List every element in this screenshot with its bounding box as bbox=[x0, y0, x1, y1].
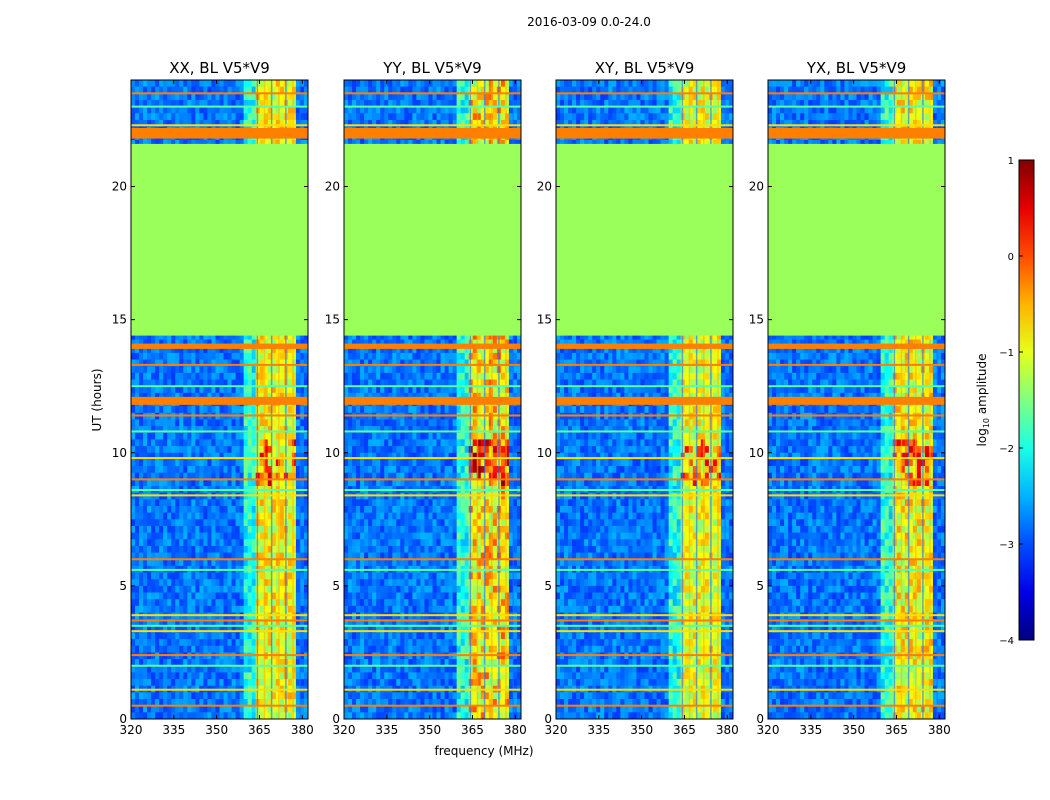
x-tick-label: 365 bbox=[885, 723, 908, 737]
panel-3: XY, BL V5*V9 320 335 350 365 380 0 5 10 15 20 bbox=[537, 59, 739, 737]
colorbar-tick-label: −2 bbox=[999, 444, 1014, 455]
x-tick-label: 350 bbox=[630, 723, 653, 737]
y-tick-label: 15 bbox=[749, 313, 764, 327]
y-tick-label: 0 bbox=[756, 712, 764, 726]
colorbar-gradient bbox=[1018, 159, 1035, 641]
y-tick-label: 20 bbox=[537, 180, 552, 194]
panel-title: YX, BL V5*V9 bbox=[806, 59, 907, 77]
x-tick-label: 335 bbox=[799, 723, 822, 737]
x-tick-label: 380 bbox=[928, 723, 951, 737]
colorbar-tick-label: −1 bbox=[999, 348, 1014, 359]
spectrogram bbox=[768, 80, 945, 719]
y-axis-label: UT (hours) bbox=[90, 368, 104, 431]
y-tick-label: 5 bbox=[544, 579, 552, 593]
x-tick-label: 320 bbox=[333, 723, 356, 737]
y-tick-label: 10 bbox=[537, 446, 552, 460]
y-tick-label: 15 bbox=[537, 313, 552, 327]
panel-4: YX, BL V5*V9 320 335 350 365 380 0 5 10 15 20 bbox=[749, 59, 951, 737]
x-tick-label: 350 bbox=[418, 723, 441, 737]
x-tick-label: 365 bbox=[673, 723, 696, 737]
y-tick-label: 0 bbox=[332, 712, 340, 726]
x-tick-label: 320 bbox=[545, 723, 568, 737]
y-tick-label: 20 bbox=[325, 180, 340, 194]
y-tick-label: 20 bbox=[749, 180, 764, 194]
x-tick-label: 335 bbox=[162, 723, 185, 737]
colorbar-tick-label: −3 bbox=[999, 540, 1014, 551]
x-tick-label: 335 bbox=[375, 723, 398, 737]
y-tick-label: 5 bbox=[756, 579, 764, 593]
panel-frame bbox=[767, 79, 946, 720]
x-tick-label: 380 bbox=[716, 723, 739, 737]
panel-1: XX, BL V5*V9 320 335 350 365 380 0 5 10 15 20 bbox=[112, 59, 314, 737]
y-tick-label: 0 bbox=[119, 712, 127, 726]
colorbar-tick-label: −4 bbox=[999, 636, 1014, 647]
y-tick-label: 10 bbox=[325, 446, 340, 460]
panel-frame bbox=[130, 79, 309, 720]
colorbar-label: log10 amplitude bbox=[975, 354, 991, 447]
x-tick-label: 335 bbox=[587, 723, 610, 737]
x-tick-label: 350 bbox=[205, 723, 228, 737]
x-tick-label: 320 bbox=[757, 723, 780, 737]
no-data-region bbox=[556, 143, 733, 336]
y-tick-label: 15 bbox=[112, 313, 127, 327]
y-tick-label: 15 bbox=[325, 313, 340, 327]
x-tick-label: 320 bbox=[120, 723, 143, 737]
x-tick-label: 365 bbox=[461, 723, 484, 737]
y-tick-label: 20 bbox=[112, 180, 127, 194]
panel-2: YY, BL V5*V9 320 335 350 365 380 0 5 10 15 20 bbox=[325, 59, 527, 737]
panel-title: YY, BL V5*V9 bbox=[382, 59, 481, 77]
no-data-region bbox=[344, 143, 521, 336]
figure-title: 2016-03-09 0.0-24.0 bbox=[527, 15, 651, 29]
spectrogram bbox=[556, 80, 733, 719]
y-tick-label: 10 bbox=[749, 446, 764, 460]
x-tick-label: 380 bbox=[291, 723, 314, 737]
y-tick-label: 5 bbox=[332, 579, 340, 593]
x-tick-label: 350 bbox=[842, 723, 865, 737]
panel-frame bbox=[343, 79, 522, 720]
y-tick-label: 5 bbox=[119, 579, 127, 593]
panel-frame bbox=[555, 79, 734, 720]
y-tick-label: 10 bbox=[112, 446, 127, 460]
spectrogram bbox=[131, 80, 308, 719]
x-axis-label: frequency (MHz) bbox=[434, 744, 533, 758]
y-tick-label: 0 bbox=[544, 712, 552, 726]
colorbar-tick-label: 1 bbox=[1008, 156, 1014, 167]
no-data-region bbox=[768, 143, 945, 336]
colorbar: 1 0 −1 −2 −3 −4 log10 amplitude bbox=[975, 156, 1035, 647]
x-tick-label: 380 bbox=[504, 723, 527, 737]
panel-title: XY, BL V5*V9 bbox=[595, 59, 695, 77]
x-tick-label: 365 bbox=[248, 723, 271, 737]
spectrogram bbox=[344, 80, 521, 719]
colorbar-tick-label: 0 bbox=[1008, 252, 1014, 263]
no-data-region bbox=[131, 143, 308, 336]
panel-title: XX, BL V5*V9 bbox=[169, 59, 270, 77]
